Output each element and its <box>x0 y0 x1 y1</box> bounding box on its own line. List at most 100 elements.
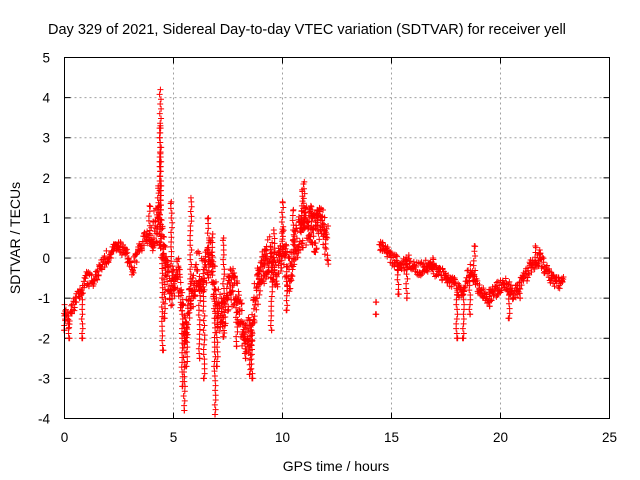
data-point <box>246 356 253 363</box>
data-point <box>271 264 278 271</box>
data-point <box>240 330 247 337</box>
data-point <box>466 311 473 318</box>
data-point <box>536 250 543 257</box>
data-point <box>323 231 330 238</box>
data-point <box>156 173 163 180</box>
data-point <box>168 198 175 205</box>
data-point <box>196 355 203 362</box>
data-point <box>312 240 319 247</box>
data-point <box>158 105 165 112</box>
data-point <box>394 253 401 260</box>
data-point <box>210 279 217 286</box>
data-point <box>410 258 417 265</box>
data-point <box>197 278 204 285</box>
data-point <box>65 320 72 327</box>
data-point <box>187 285 194 292</box>
data-point <box>161 242 168 249</box>
data-point <box>307 233 314 240</box>
data-point <box>293 235 300 242</box>
data-point <box>201 322 208 329</box>
data-point <box>127 258 134 265</box>
data-point <box>183 320 190 327</box>
data-point <box>373 299 380 306</box>
data-point <box>157 226 164 233</box>
data-point <box>476 281 483 288</box>
data-point <box>162 295 169 302</box>
data-point <box>517 295 524 302</box>
data-point <box>528 268 535 275</box>
data-point <box>230 265 237 272</box>
data-point <box>516 285 523 292</box>
data-point <box>307 208 314 215</box>
y-axis-title: SDTVAR / TECUs <box>7 182 23 294</box>
data-point <box>162 262 169 269</box>
data-point <box>393 252 400 259</box>
data-point <box>241 331 248 338</box>
data-point <box>548 276 555 283</box>
data-point <box>395 291 402 298</box>
data-point <box>505 295 512 302</box>
data-point <box>153 238 160 245</box>
data-point <box>245 337 252 344</box>
data-point <box>394 267 401 274</box>
data-point <box>211 411 218 418</box>
data-point <box>308 239 315 246</box>
data-point <box>252 295 259 302</box>
data-point <box>123 250 130 257</box>
data-point <box>486 293 493 300</box>
data-point <box>471 243 478 250</box>
data-point <box>187 194 194 201</box>
data-point <box>242 340 249 347</box>
data-point <box>195 345 202 352</box>
data-point <box>321 214 328 221</box>
data-point <box>308 218 315 225</box>
data-point <box>279 214 286 221</box>
data-point <box>300 244 307 251</box>
data-point <box>270 226 277 233</box>
y-tick-labels: -4 -3 -2 -1 0 1 2 3 4 5 <box>38 51 51 427</box>
data-point <box>245 314 252 321</box>
data-point <box>157 96 164 103</box>
data-point <box>238 301 245 308</box>
data-point <box>159 255 166 262</box>
data-point <box>404 275 411 282</box>
data-point <box>218 308 225 315</box>
data-point <box>210 291 217 298</box>
data-point <box>80 278 87 285</box>
data-point <box>307 213 314 220</box>
data-point <box>185 321 192 328</box>
data-point <box>237 297 244 304</box>
data-point <box>187 280 194 287</box>
data-point <box>158 158 165 165</box>
data-point <box>387 249 394 256</box>
data-point <box>146 222 153 229</box>
data-point <box>187 208 194 215</box>
data-point <box>324 234 331 241</box>
data-point <box>262 247 269 254</box>
data-point <box>255 275 262 282</box>
data-point <box>535 260 542 267</box>
data-point <box>413 263 420 270</box>
data-point <box>214 315 221 322</box>
data-point <box>455 280 462 287</box>
data-point <box>248 322 255 329</box>
data-point <box>186 314 193 321</box>
data-point <box>168 248 175 255</box>
data-point <box>453 320 460 327</box>
data-point <box>532 243 539 250</box>
data-point <box>81 282 88 289</box>
data-point <box>97 265 104 272</box>
data-point <box>249 332 256 339</box>
data-point <box>301 205 308 212</box>
data-point <box>405 252 412 259</box>
data-point <box>234 277 241 284</box>
data-point <box>407 258 414 265</box>
data-point <box>403 280 410 287</box>
data-point <box>212 300 219 307</box>
data-point <box>280 223 287 230</box>
data-point <box>289 273 296 280</box>
data-point <box>290 246 297 253</box>
data-point <box>454 287 461 294</box>
data-point <box>287 285 294 292</box>
y-tick-label: -1 <box>38 291 50 306</box>
